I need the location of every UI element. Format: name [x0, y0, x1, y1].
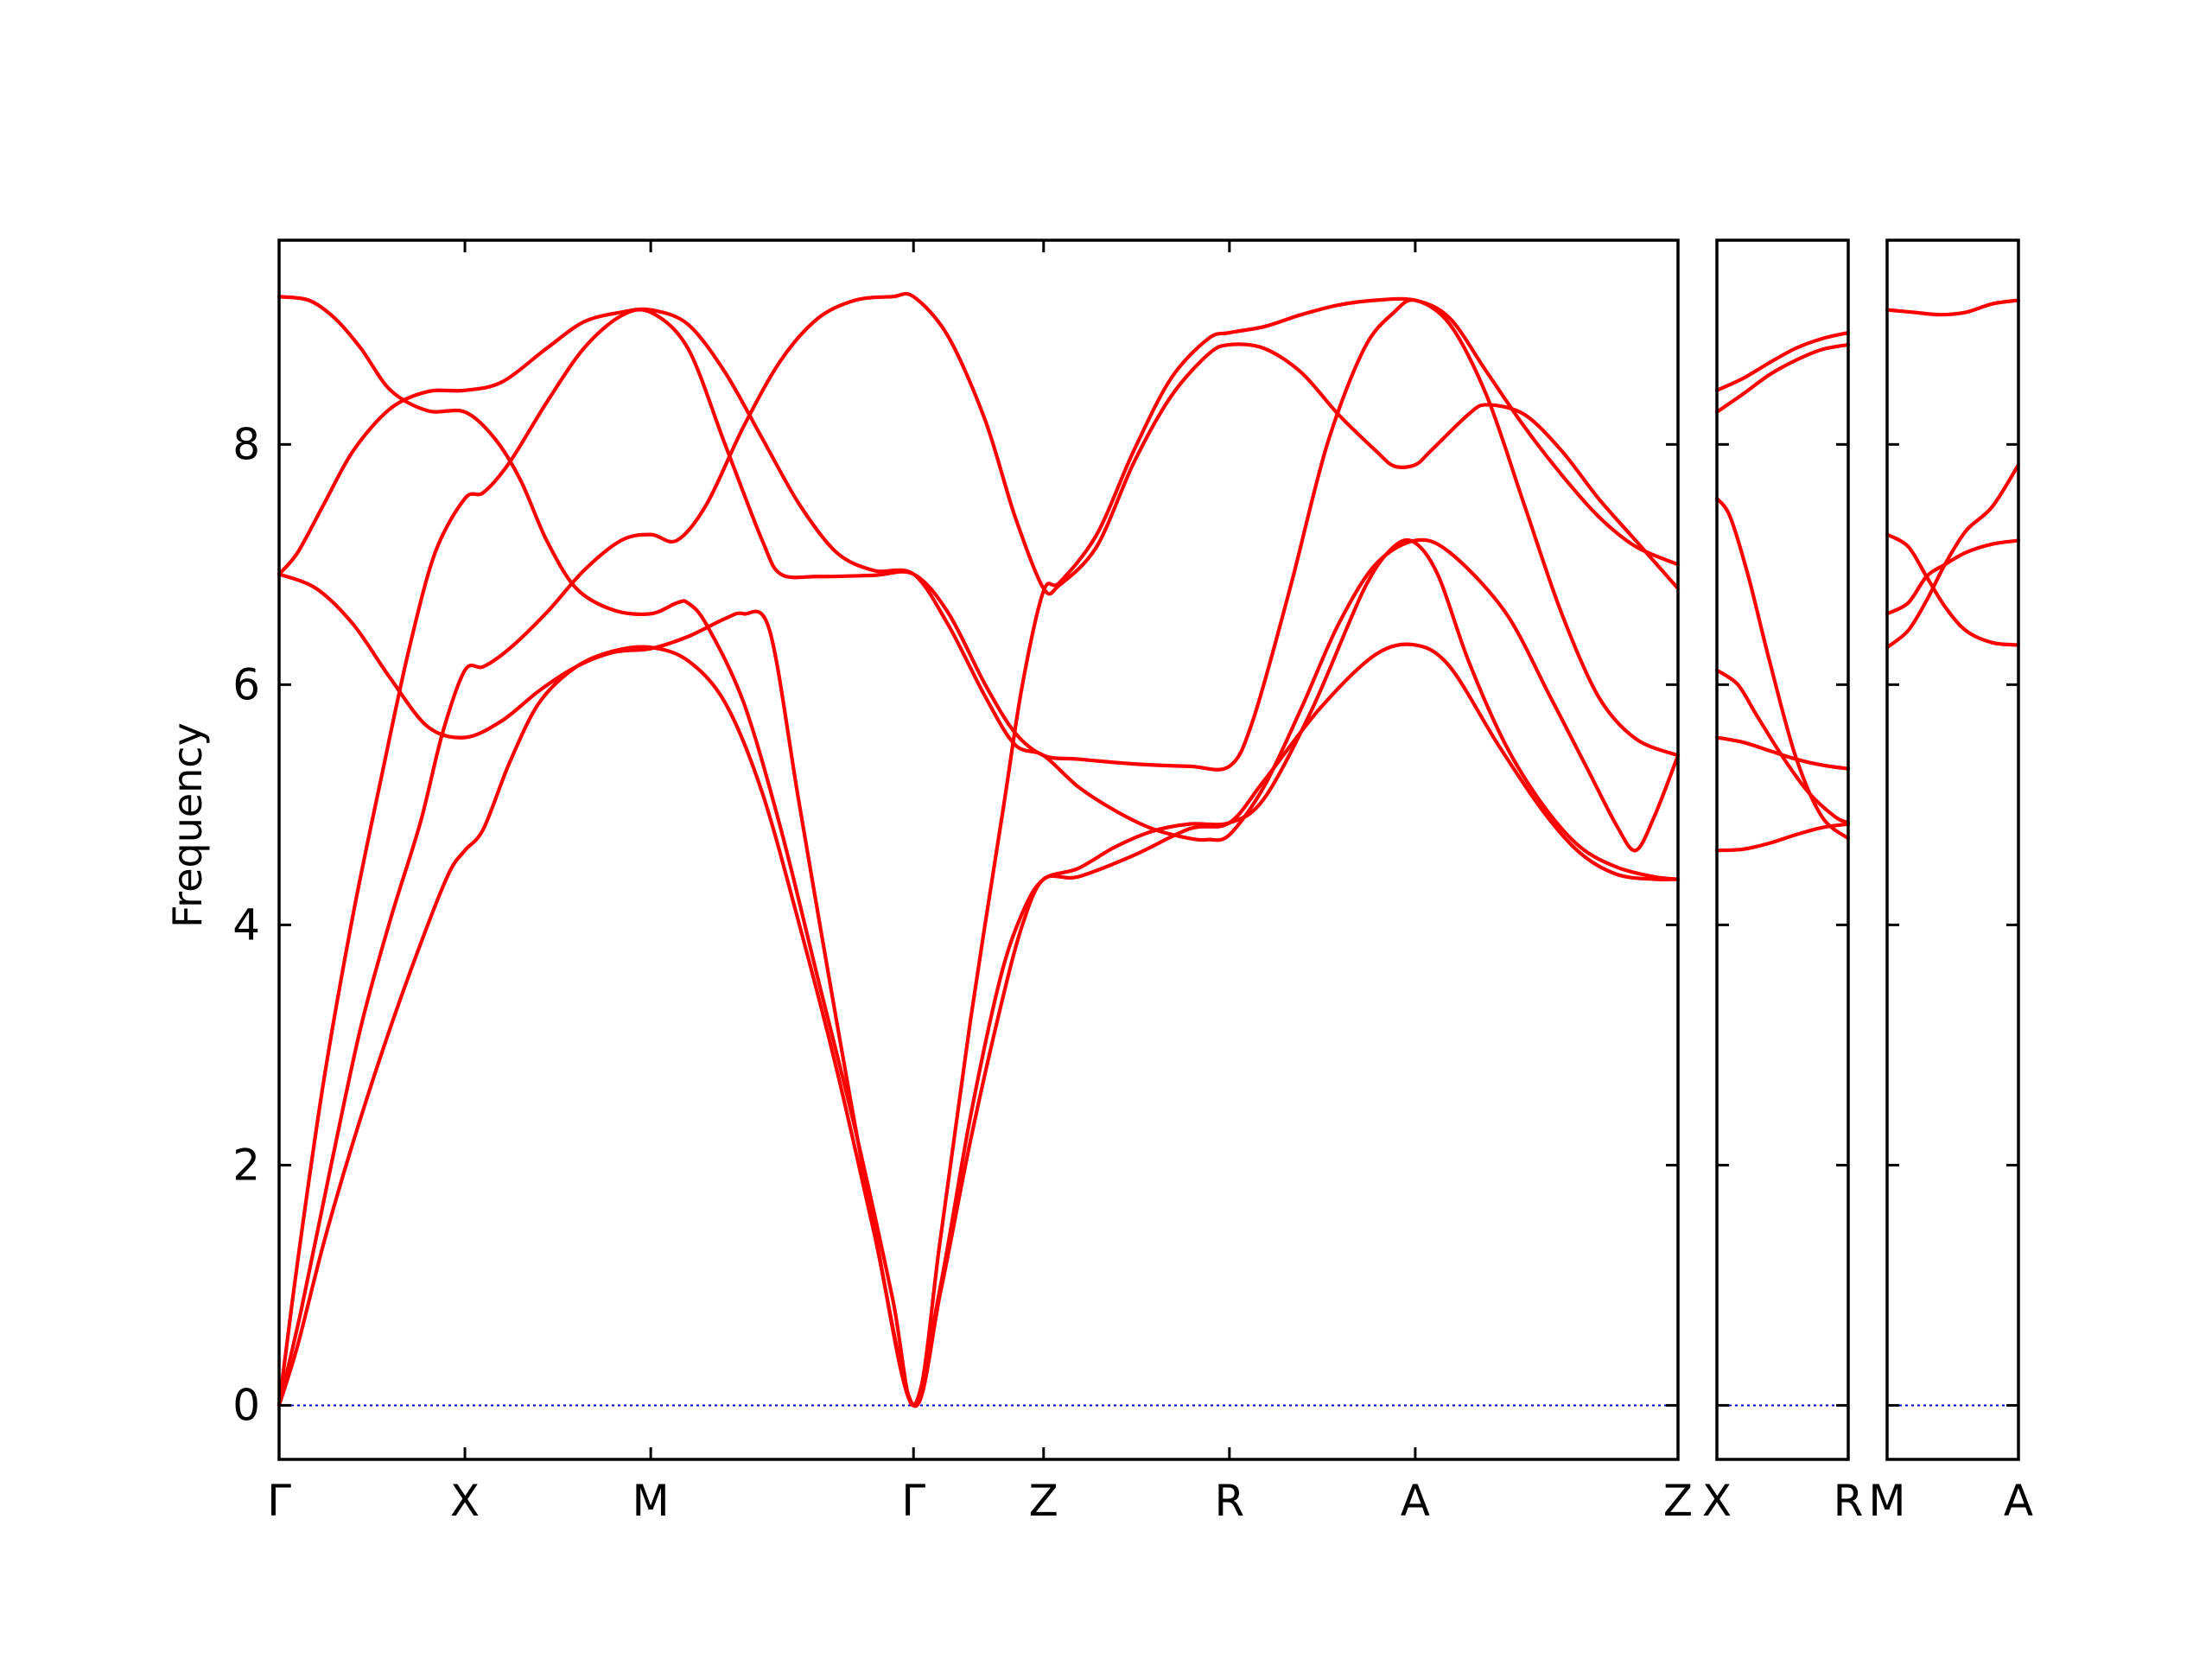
panel-frame: [1715, 238, 1850, 1461]
band-ma-2: [1885, 538, 2021, 616]
kpoint-label: X: [450, 1476, 480, 1526]
kpoint-label: M: [1868, 1476, 1905, 1526]
band-xr-4: [1714, 496, 1851, 841]
band-xr-6: [1714, 330, 1851, 392]
band-xr-3: [1714, 668, 1851, 825]
y-tick-label: 6: [232, 659, 260, 709]
band-main-5: [276, 296, 1681, 1408]
kpoint-label: X: [1702, 1476, 1732, 1526]
band-main-4: [276, 307, 1681, 853]
kpoint-label: Γ: [901, 1476, 925, 1526]
y-axis-label: Frequency: [164, 722, 211, 928]
band-ma-4: [1885, 298, 2021, 317]
band-ma-3: [1885, 532, 2021, 647]
panel-frame: [277, 238, 1680, 1461]
kpoint-label: Γ: [267, 1476, 291, 1526]
kpoint-label: R: [1214, 1476, 1244, 1526]
band-xr-5: [1714, 342, 1851, 414]
kpoint-label: R: [1834, 1476, 1864, 1526]
kpoint-label: M: [632, 1476, 670, 1526]
panel-main: 0 2 4 6 8 Γ X M Γ Z R A Z: [232, 238, 1693, 1526]
kpoint-label: Z: [1029, 1476, 1058, 1526]
y-tick-label: 8: [232, 419, 260, 469]
band-xr-1: [1714, 822, 1851, 853]
y-tick-label: 4: [232, 899, 260, 950]
kpoint-label: A: [2004, 1476, 2033, 1526]
y-tick-label: 0: [232, 1380, 260, 1430]
kpoint-label: A: [1401, 1476, 1430, 1526]
band-main-2: [276, 291, 1681, 1408]
band-main-6: [276, 295, 1681, 1408]
kpoint-label: Z: [1663, 1476, 1693, 1526]
panel-frame: [1885, 238, 2020, 1461]
y-tick-label: 2: [232, 1140, 260, 1190]
